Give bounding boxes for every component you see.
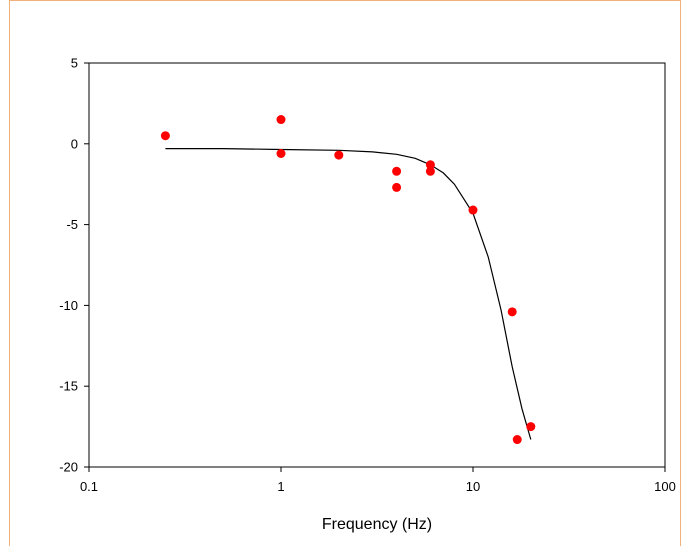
data-point	[425, 160, 435, 170]
y-tick-label: -15	[59, 379, 78, 394]
plot-area	[88, 62, 666, 468]
data-point	[512, 435, 522, 445]
y-axis: 5 0 -5 -10 -15 -20	[59, 56, 89, 475]
data-point	[276, 148, 286, 158]
data-point	[507, 307, 517, 317]
y-tick-label: -5	[66, 217, 78, 232]
data-point	[276, 115, 286, 125]
x-tick-label: 1	[277, 479, 284, 494]
x-tick-label: 10	[466, 479, 480, 494]
x-axis-title: Frequency (Hz)	[322, 516, 432, 533]
data-point	[392, 182, 402, 192]
y-tick-label: 0	[71, 136, 78, 151]
data-point	[526, 422, 536, 432]
fit-curve	[165, 148, 532, 440]
data-points-layer	[160, 115, 536, 445]
data-point	[468, 205, 478, 215]
data-point	[334, 150, 344, 160]
data-point	[425, 166, 435, 176]
x-axis: 0.1 1 10 100	[80, 467, 676, 494]
data-point	[160, 131, 170, 141]
fit-curve-layer	[165, 148, 532, 440]
x-tick-label: 100	[654, 479, 676, 494]
x-tick-label: 0.1	[80, 479, 98, 494]
y-tick-label: 5	[71, 56, 78, 71]
data-point	[392, 166, 402, 176]
y-tick-label: -10	[59, 298, 78, 313]
y-tick-label: -20	[59, 460, 78, 475]
